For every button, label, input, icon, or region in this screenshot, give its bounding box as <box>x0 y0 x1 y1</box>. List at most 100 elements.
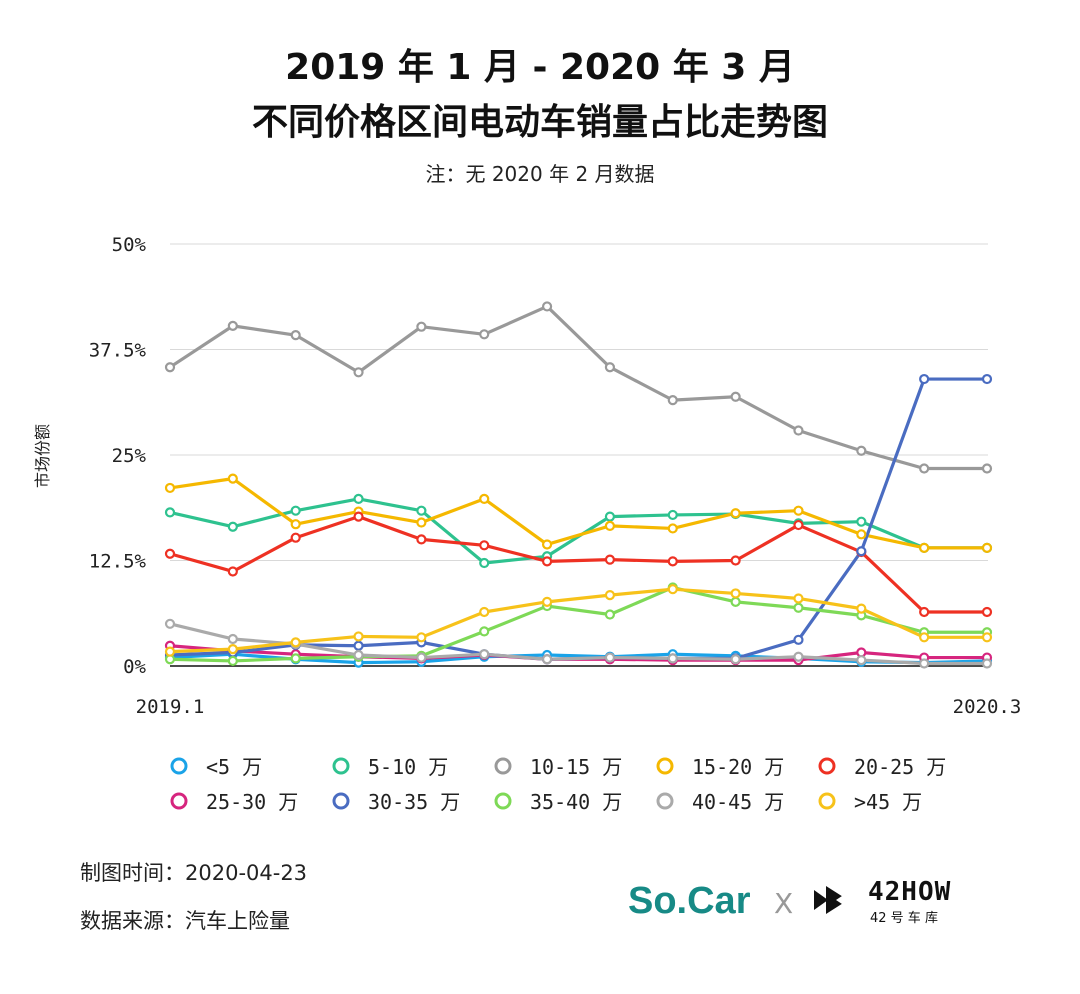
data-point <box>353 367 364 378</box>
data-point <box>919 373 930 385</box>
data-point <box>416 321 427 332</box>
logo-area: So.Car X 42HOW 42 号 车 库 <box>628 870 1018 932</box>
legend-label: 25-30 万 <box>206 790 299 814</box>
legend-label: 35-40 万 <box>530 790 623 814</box>
data-point <box>479 557 490 569</box>
legend-item: 15-20 万 <box>654 751 816 781</box>
legend-item: 5-10 万 <box>330 751 492 781</box>
data-point <box>667 584 678 595</box>
footer-date: 制图时间：2020-04-23 <box>80 861 308 885</box>
data-point <box>667 653 678 664</box>
data-point <box>479 649 490 660</box>
data-point <box>479 493 490 504</box>
data-point <box>981 658 993 669</box>
data-point <box>416 652 427 663</box>
data-point <box>667 523 678 534</box>
y-tick-label: 37.5% <box>89 340 147 362</box>
data-point <box>227 633 238 645</box>
legend-marker-icon <box>818 792 836 809</box>
data-point <box>856 445 867 456</box>
data-point <box>730 596 741 607</box>
legend-label: 5-10 万 <box>368 755 449 779</box>
data-point <box>541 654 553 665</box>
legend-marker-icon <box>818 757 836 774</box>
footer-source: 数据来源：汽车上险量 <box>80 909 290 933</box>
data-point <box>793 602 804 613</box>
data-point <box>730 555 741 566</box>
chart-legend: <5 万 5-10 万 10-15 万 15-20 万 20-25 万 25-30 万 30… <box>168 748 988 818</box>
legend-marker-icon <box>332 757 350 774</box>
data-point <box>227 644 238 655</box>
data-point <box>981 632 993 643</box>
data-point <box>793 425 804 436</box>
legend-marker-icon <box>332 792 350 809</box>
data-point <box>164 646 176 657</box>
data-point <box>856 546 867 557</box>
data-point <box>290 532 301 543</box>
data-point <box>541 539 553 550</box>
data-point <box>164 507 176 518</box>
data-point <box>541 301 553 312</box>
legend-row: <5 万 5-10 万 10-15 万 15-20 万 20-25 万 <box>168 748 988 783</box>
legend-item: <5 万 <box>168 751 330 781</box>
42how-play-icon <box>814 886 848 914</box>
data-point <box>856 654 867 666</box>
data-point <box>981 542 993 553</box>
series-line <box>168 304 989 471</box>
data-point <box>793 519 804 531</box>
data-point <box>730 508 741 519</box>
legend-label: 10-15 万 <box>530 755 623 779</box>
data-point <box>604 652 616 663</box>
y-tick-label: 0% <box>123 656 146 678</box>
data-point <box>479 606 490 618</box>
x-tick-label: 2020.3 <box>953 696 1022 718</box>
data-point <box>290 519 301 530</box>
data-point <box>227 320 238 331</box>
data-point <box>416 534 427 545</box>
data-point <box>604 554 616 565</box>
data-point <box>541 596 553 607</box>
data-point <box>479 540 490 551</box>
legend-label: <5 万 <box>206 755 263 779</box>
data-point <box>479 329 490 340</box>
data-point <box>290 637 301 648</box>
data-point <box>981 606 993 618</box>
x-tick-label: 2019.1 <box>136 696 205 718</box>
data-point <box>227 521 238 532</box>
data-point <box>164 618 176 629</box>
data-point <box>353 631 364 642</box>
logo-separator: X <box>774 887 793 920</box>
data-point <box>919 632 930 643</box>
legend-item: 35-40 万 <box>492 786 654 816</box>
data-point <box>353 640 364 651</box>
data-point <box>416 632 427 643</box>
series-line <box>168 652 989 665</box>
data-point <box>416 517 427 528</box>
data-point <box>667 509 678 521</box>
data-point <box>667 556 678 567</box>
data-point <box>919 463 930 474</box>
y-axis-label: 市场份额 <box>33 424 52 488</box>
legend-label: 40-45 万 <box>692 790 785 814</box>
legend-item: >45 万 <box>816 786 978 816</box>
data-point <box>353 649 364 661</box>
data-point <box>604 609 616 620</box>
data-point <box>919 606 930 618</box>
legend-item: 40-45 万 <box>654 786 816 816</box>
data-point <box>856 529 867 540</box>
42how-logo: 42HOW <box>868 877 951 907</box>
data-point <box>164 362 176 373</box>
chart-title-line-1: 2019 年 1 月 - 2020 年 3 月 <box>285 47 795 88</box>
data-point <box>981 463 993 474</box>
legend-marker-icon <box>656 757 674 774</box>
data-point <box>730 588 741 599</box>
chart-subtitle: 注：无 2020 年 2 月数据 <box>425 162 655 186</box>
data-point <box>353 493 364 504</box>
data-point <box>416 505 427 516</box>
data-point <box>919 658 930 669</box>
data-point <box>856 603 867 614</box>
series-line <box>168 587 989 654</box>
data-point <box>793 651 804 662</box>
line-chart: 0% 12.5% 25% 37.5% 50% 市场份额 2019.1 2020.3 <box>33 234 1022 718</box>
socar-logo: So.Car <box>628 880 751 922</box>
